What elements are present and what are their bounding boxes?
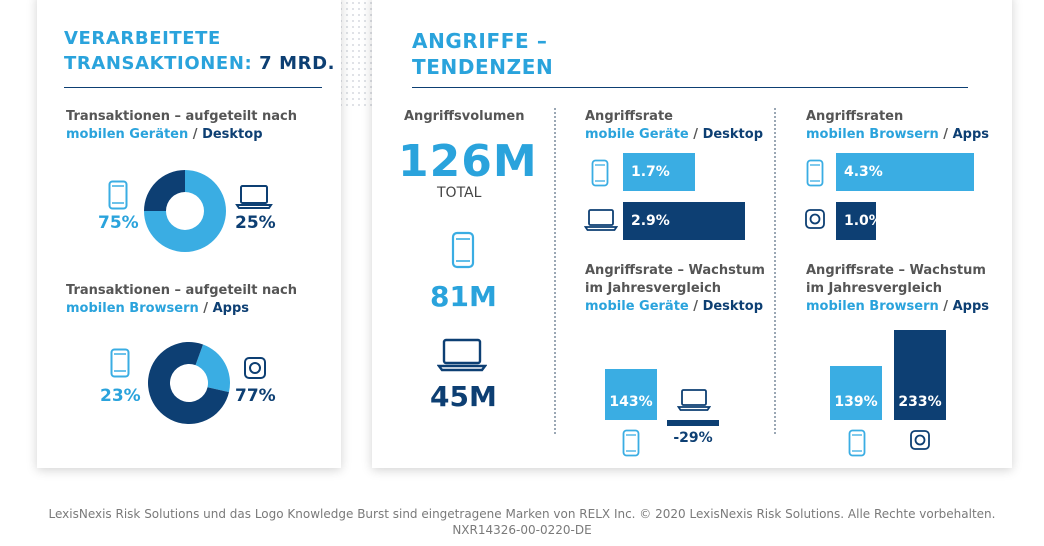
growth-devices-heading: Angriffsrate – Wachstum im Jahresverglei… bbox=[585, 263, 765, 314]
column-divider-2 bbox=[774, 108, 776, 434]
growth-browsers-heading: Angriffsrate – Wachstum im Jahresverglei… bbox=[806, 263, 990, 314]
rate-devices-heading: Angriffsrate mobile Geräte / Desktop bbox=[585, 109, 764, 142]
bar-0: 139% bbox=[830, 366, 882, 420]
devices-desktop-share: 25% bbox=[235, 213, 276, 233]
bar-label-1: -29% bbox=[673, 430, 713, 446]
smartphone-icon bbox=[451, 231, 475, 269]
transactions-title: VERARBEITETE TRANSAKTIONEN: 7 Mrd. bbox=[64, 28, 336, 74]
volume-label: Angriffsvolumen bbox=[404, 109, 525, 124]
attacks-title: ANGRIFFE – TENDENZEN bbox=[412, 29, 554, 79]
app-icon bbox=[243, 356, 267, 380]
browsers-share: 23% bbox=[100, 386, 141, 406]
laptop-icon bbox=[677, 388, 711, 412]
footer-copyright: LexisNexis Risk Solutions und das Logo K… bbox=[48, 507, 996, 521]
bar-1: 2.9% bbox=[623, 202, 746, 240]
donut-slice-1 bbox=[148, 342, 229, 424]
rate-browsers-heading: Angriffsraten mobilen Browsern / Apps bbox=[806, 109, 990, 142]
laptop-icon bbox=[437, 338, 487, 372]
smartphone-icon bbox=[848, 429, 866, 457]
smartphone-icon bbox=[110, 348, 130, 378]
donut-slice-0 bbox=[144, 170, 226, 252]
smartphone-icon bbox=[622, 429, 640, 457]
apps-share: 77% bbox=[235, 386, 276, 406]
smartphone-icon bbox=[806, 159, 824, 187]
donut-browsers bbox=[148, 342, 230, 424]
attacks-title-rule bbox=[412, 87, 968, 88]
volume-total-label: TOTAL bbox=[437, 185, 482, 201]
donut-devices bbox=[144, 170, 226, 252]
bar-0: 1.7% bbox=[623, 153, 695, 191]
volume-mobile-value: 81M bbox=[430, 280, 497, 313]
column-divider-1 bbox=[554, 108, 556, 434]
bar-1: 1.0% bbox=[836, 202, 883, 240]
donut-slice-0 bbox=[195, 344, 230, 393]
devices-mobile-share: 75% bbox=[98, 213, 139, 233]
app-icon bbox=[804, 208, 826, 230]
laptop-icon bbox=[584, 208, 618, 232]
footer-code: NXR14326-00-0220-DE bbox=[452, 523, 592, 537]
split-browsers-heading: Transaktionen – aufgeteilt nach mobilen … bbox=[66, 283, 297, 316]
title-rule bbox=[64, 87, 322, 88]
laptop-icon bbox=[235, 184, 273, 210]
bar-0: 143% bbox=[605, 369, 657, 420]
bar-1: 233% bbox=[894, 330, 946, 420]
app-icon bbox=[909, 429, 931, 451]
bar-1 bbox=[667, 420, 719, 426]
volume-total-value: 126M bbox=[398, 136, 538, 187]
bar-0: 4.3% bbox=[836, 153, 974, 191]
split-devices-heading: Transaktionen – aufgeteilt nach mobilen … bbox=[66, 109, 297, 142]
donut-slice-1 bbox=[144, 170, 185, 211]
dotted-pattern bbox=[338, 0, 378, 110]
smartphone-icon bbox=[108, 180, 128, 210]
smartphone-icon bbox=[591, 159, 609, 187]
volume-desktop-value: 45M bbox=[430, 380, 497, 413]
